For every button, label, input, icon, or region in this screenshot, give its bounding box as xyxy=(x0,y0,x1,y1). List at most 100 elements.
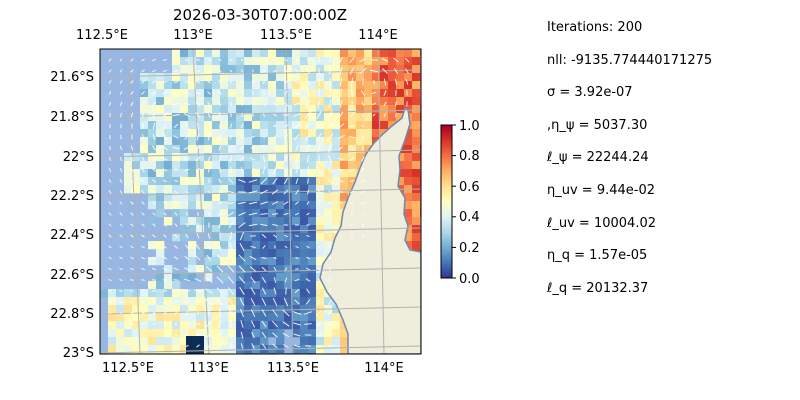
velocity-arrow xyxy=(295,268,299,270)
velocity-arrow xyxy=(230,123,232,129)
velocity-arrow xyxy=(174,310,178,316)
heatmap-cell xyxy=(212,193,221,202)
velocity-arrow xyxy=(271,201,279,205)
x-tick-label: 113°E xyxy=(189,361,229,376)
heatmap-cell xyxy=(180,313,189,322)
heatmap-cell xyxy=(196,169,205,178)
heatmap-cell xyxy=(308,281,317,290)
heatmap-cell xyxy=(260,105,269,114)
heatmap-cell xyxy=(276,169,285,178)
velocity-arrow xyxy=(306,155,310,163)
heatmap-cell xyxy=(284,97,293,106)
heatmap-cell xyxy=(340,337,349,346)
heatmap-cell xyxy=(204,105,213,114)
velocity-arrow xyxy=(108,323,112,325)
heatmap-cell xyxy=(308,217,317,226)
velocity-arrow xyxy=(228,297,234,307)
heatmap-cell xyxy=(260,225,269,234)
velocity-arrow xyxy=(185,310,189,316)
velocity-arrow xyxy=(304,323,312,325)
heatmap-cell xyxy=(308,113,317,122)
velocity-arrow xyxy=(185,201,189,205)
heatmap-cell xyxy=(140,345,149,354)
heatmap-cell xyxy=(140,137,149,146)
velocity-arrow xyxy=(108,234,112,238)
heatmap-cell xyxy=(212,89,221,98)
heatmap-cell xyxy=(204,225,213,234)
velocity-arrow xyxy=(141,156,145,162)
heatmap-cell xyxy=(316,137,325,146)
heatmap-cell xyxy=(164,273,173,282)
heatmap-cell xyxy=(364,89,373,98)
heatmap-cell xyxy=(324,137,333,146)
heatmap-cell xyxy=(228,233,237,242)
heatmap-cell xyxy=(100,289,109,298)
heatmap-cell xyxy=(204,177,213,186)
velocity-arrow xyxy=(130,245,134,249)
heatmap-cell xyxy=(404,137,413,146)
heatmap-cell xyxy=(220,345,229,354)
velocity-arrow xyxy=(195,333,201,337)
velocity-arrow xyxy=(120,145,122,151)
velocity-arrow xyxy=(306,88,310,98)
velocity-arrow xyxy=(292,311,302,315)
heatmap-cell xyxy=(172,137,181,146)
heatmap-cell xyxy=(380,65,389,74)
heatmap-cell xyxy=(188,185,197,194)
heatmap-cell xyxy=(316,209,325,218)
velocity-arrow xyxy=(184,92,190,94)
heatmap-cell xyxy=(172,289,181,298)
heatmap-cell xyxy=(140,161,149,170)
heatmap-cell xyxy=(356,161,365,170)
heatmap-cell xyxy=(148,105,157,114)
heatmap-cell xyxy=(364,49,373,58)
heatmap-cell xyxy=(276,217,285,226)
heatmap-cell xyxy=(164,129,173,138)
velocity-arrow xyxy=(317,298,321,306)
heatmap-cell xyxy=(148,289,157,298)
heatmap-cell xyxy=(220,121,229,130)
velocity-arrow xyxy=(196,59,200,61)
heatmap-cell xyxy=(236,57,245,66)
velocity-arrow xyxy=(227,201,235,205)
heatmap-cell xyxy=(252,145,261,154)
heatmap-cell xyxy=(196,105,205,114)
heatmap-cell xyxy=(412,137,421,146)
heatmap-cell xyxy=(156,345,165,354)
heatmap-cell xyxy=(324,145,333,154)
heatmap-cell xyxy=(204,73,213,82)
velocity-arrow xyxy=(272,223,278,227)
velocity-arrow xyxy=(240,343,244,349)
velocity-arrow xyxy=(317,178,321,184)
heatmap-cell xyxy=(212,81,221,90)
velocity-arrow xyxy=(108,301,112,303)
heatmap-cell xyxy=(268,297,277,306)
velocity-arrow xyxy=(328,245,332,249)
velocity-arrow xyxy=(327,321,333,327)
heatmap-cell xyxy=(244,257,253,266)
velocity-arrow xyxy=(162,179,168,183)
velocity-arrow xyxy=(163,122,167,130)
heatmap-cell xyxy=(292,257,301,266)
heatmap-cell xyxy=(300,129,309,138)
heatmap-cell xyxy=(204,345,213,354)
heatmap-cell xyxy=(284,201,293,210)
heatmap-cell xyxy=(220,129,229,138)
velocity-arrow xyxy=(304,122,312,130)
heatmap-cell xyxy=(252,337,261,346)
heatmap-cell xyxy=(220,321,229,330)
velocity-arrow xyxy=(283,134,289,140)
heatmap-cell xyxy=(180,225,189,234)
heatmap-cell xyxy=(244,153,253,162)
heatmap-cell xyxy=(236,129,245,138)
heatmap-cell xyxy=(340,49,349,58)
heatmap-cell xyxy=(300,89,309,98)
velocity-arrow xyxy=(340,88,342,98)
heatmap-cell xyxy=(116,345,125,354)
heatmap-cell xyxy=(172,233,181,242)
heatmap-cell xyxy=(300,145,309,154)
heatmap-cell xyxy=(260,313,269,322)
heatmap-cell xyxy=(324,177,333,186)
heatmap-cell xyxy=(316,161,325,170)
heatmap-cell xyxy=(228,297,237,306)
